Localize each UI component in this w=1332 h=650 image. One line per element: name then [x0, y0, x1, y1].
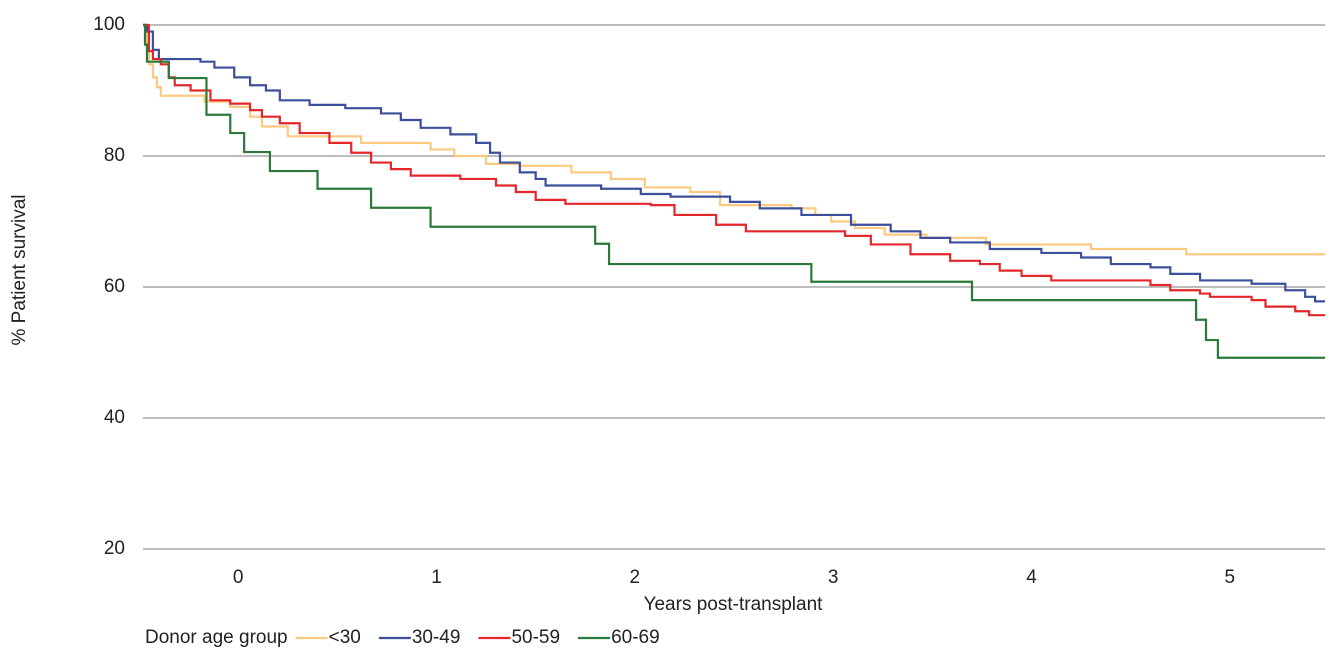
x-tick-label: 2	[630, 567, 641, 588]
y-tick-label: 100	[93, 14, 125, 35]
x-tick-label: 4	[1026, 567, 1037, 588]
y-tick-label: 80	[104, 145, 125, 166]
legend-label: 30-49	[412, 627, 461, 648]
survival-line	[143, 23, 1325, 317]
legend-title: Donor age group	[145, 627, 288, 648]
x-tick-label: 1	[431, 567, 442, 588]
survival-line	[143, 23, 1325, 256]
x-tick-label: 0	[233, 567, 244, 588]
y-axis-title: % Patient survival	[9, 194, 30, 345]
y-tick-label: 40	[104, 407, 125, 428]
survival-line	[143, 23, 1325, 303]
x-tick-label: 3	[828, 567, 839, 588]
x-tick-label: 5	[1225, 567, 1236, 588]
legend-label: <30	[329, 627, 361, 648]
y-tick-label: 20	[104, 538, 125, 559]
legend-label: 60-69	[611, 627, 660, 648]
x-axis-title: Years post-transplant	[644, 594, 824, 615]
legend-label: 50-59	[511, 627, 560, 648]
y-tick-label: 60	[104, 276, 125, 297]
survival-line	[143, 23, 1325, 359]
